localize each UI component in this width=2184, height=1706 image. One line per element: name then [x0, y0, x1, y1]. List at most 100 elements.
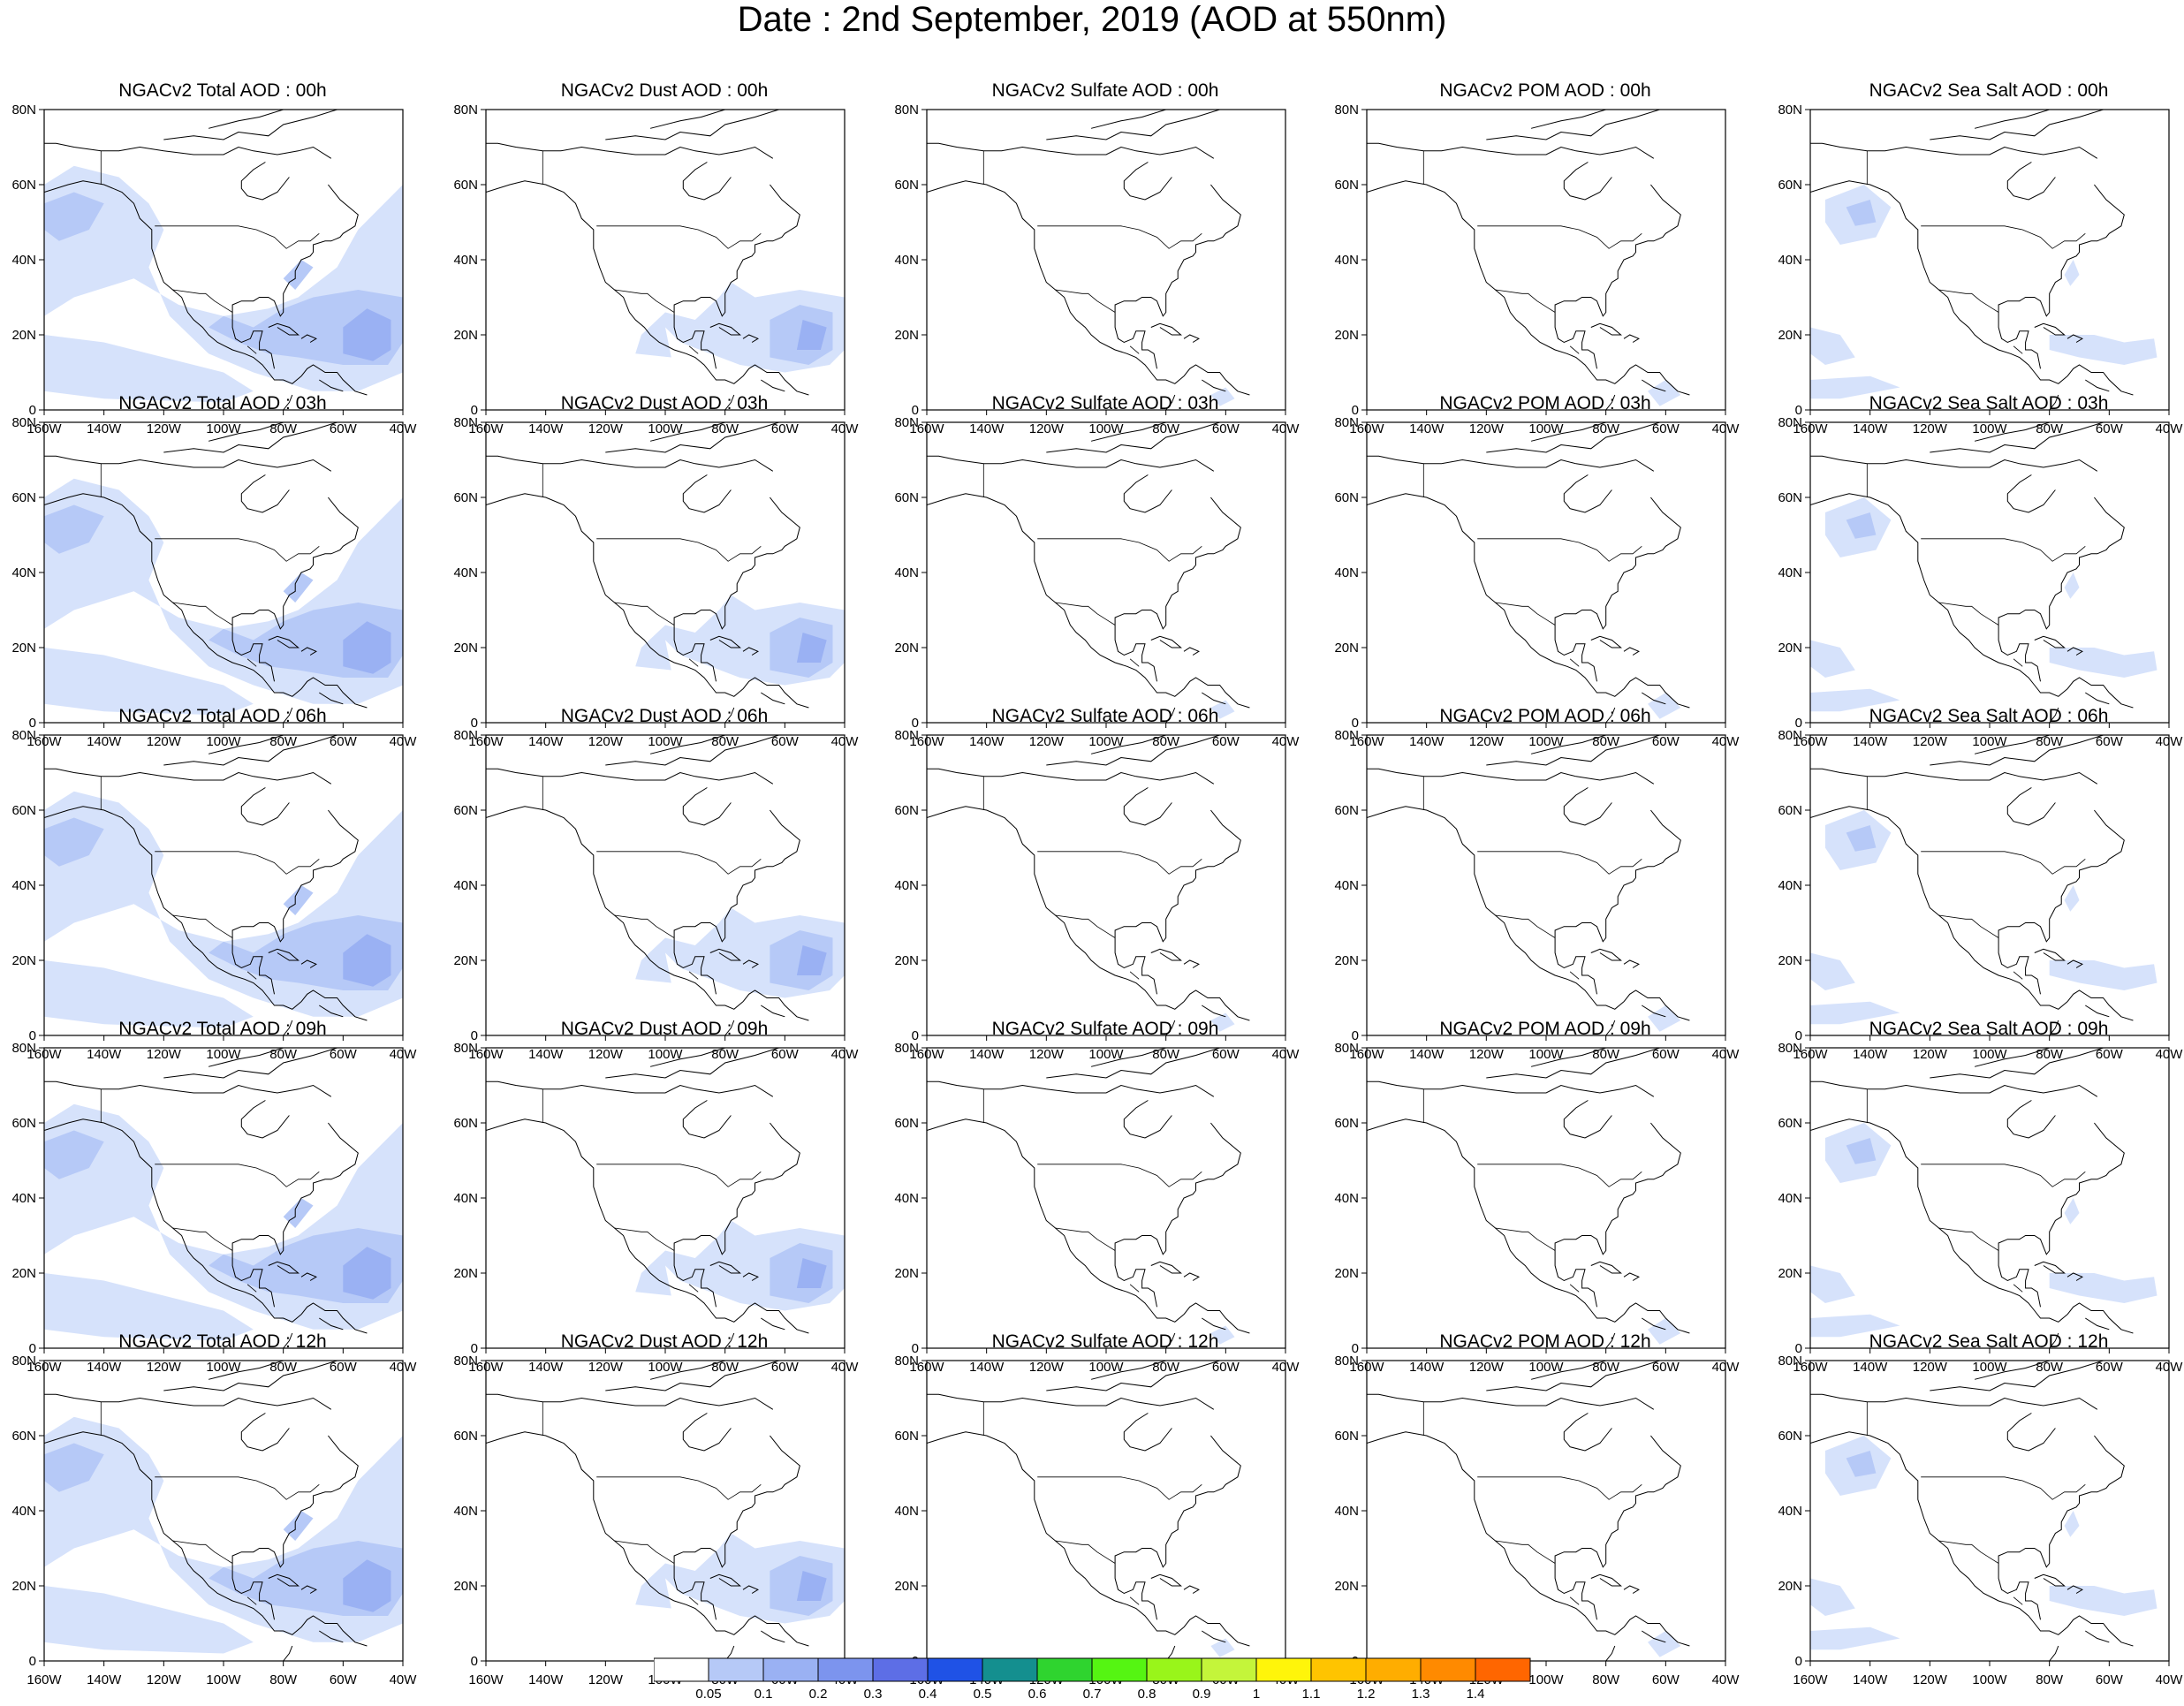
country-border	[614, 602, 675, 626]
coastline	[2085, 1630, 2110, 1643]
coastline	[1114, 1435, 1241, 1568]
coastline	[927, 1118, 1185, 1323]
x-tick-label: 80W	[2036, 1047, 2064, 1062]
aod-contour	[283, 1511, 314, 1541]
y-tick-label: 80N	[11, 1041, 36, 1056]
y-tick-label: 80N	[11, 728, 36, 743]
y-tick-label: 40N	[453, 253, 478, 268]
panel-title: NGACv2 Sulfate AOD : 12h	[991, 1331, 1219, 1352]
country-border	[1938, 914, 1999, 938]
x-tick-label: 100W	[1528, 1672, 1564, 1687]
aod-field	[486, 110, 845, 410]
x-tick-label: 100W	[648, 1047, 683, 1062]
country-border	[1129, 971, 1140, 980]
coastline	[1623, 1615, 1690, 1647]
colorbar-box	[1365, 1657, 1422, 1682]
colorbar-box	[762, 1657, 819, 1682]
y-tick-label: 80N	[894, 1353, 919, 1369]
coastline	[673, 184, 800, 317]
x-tick-label: 140W	[528, 1672, 564, 1687]
coastline	[1150, 1261, 1182, 1274]
y-tick-label: 20N	[894, 1266, 919, 1281]
country-border	[1477, 225, 1642, 249]
y-tick-label: 80N	[453, 102, 478, 118]
coastline	[163, 422, 337, 453]
country-border	[1921, 1164, 2086, 1187]
country-border	[1477, 851, 1642, 875]
coastline	[319, 692, 344, 705]
country-border	[2013, 658, 2023, 667]
x-tick-label: 80W	[1592, 1360, 1620, 1375]
country-border	[1938, 1227, 1999, 1251]
coastline	[1183, 989, 1250, 1021]
coastline	[231, 1250, 275, 1308]
country-border	[1569, 1596, 1580, 1605]
aod-contour	[1810, 640, 1855, 678]
country-border	[688, 1596, 699, 1605]
coastline	[1590, 635, 1622, 648]
y-tick-label: 40N	[453, 1191, 478, 1206]
coastline	[742, 647, 759, 656]
y-tick-label: 0	[1352, 1341, 1359, 1356]
map-panel-total-4: NGACv2 Total AOD : 12h 80N 60N 40N 20N 0 160W 1…	[2, 1331, 444, 1687]
coastline	[605, 110, 779, 140]
country-border	[2013, 345, 2023, 354]
y-tick-label: 80N	[1778, 728, 1802, 743]
aod-contour	[1810, 1001, 1900, 1025]
coastline	[486, 180, 744, 384]
country-border	[1495, 1540, 1556, 1564]
panel-title: NGACv2 Total AOD : 03h	[118, 393, 327, 413]
panel-title: NGACv2 Sea Salt AOD : 12h	[1869, 1331, 2109, 1352]
y-tick-label: 40N	[1778, 565, 1802, 580]
coastline	[163, 110, 337, 140]
y-tick-label: 60N	[11, 803, 36, 818]
y-tick-label: 20N	[894, 1579, 919, 1594]
coastline	[1998, 937, 2041, 995]
coastline	[682, 162, 732, 201]
coastline	[1202, 1630, 1226, 1643]
map-panel-total-1: NGACv2 Total AOD : 03h 80N 60N 40N 20N 0 160W 1…	[2, 392, 444, 749]
coastline	[605, 1361, 779, 1391]
country-border	[614, 289, 675, 313]
aod-field	[486, 735, 845, 1035]
coastline	[163, 1048, 337, 1079]
y-tick-label: 60N	[11, 178, 36, 193]
country-border	[1055, 914, 1116, 938]
coastline	[761, 692, 785, 705]
coastline	[1150, 1573, 1182, 1587]
coastline	[1810, 1118, 2068, 1323]
x-tick-label: 100W	[206, 421, 241, 436]
panel-title: NGACv2 Sulfate AOD : 06h	[991, 706, 1219, 726]
coastline	[486, 1080, 774, 1097]
coastline	[761, 1630, 785, 1643]
aod-contour	[1648, 1318, 1681, 1345]
coastline	[283, 1020, 293, 1035]
x-tick-label: 60W	[2096, 1360, 2124, 1375]
coastline	[1123, 787, 1172, 826]
country-border	[688, 345, 699, 354]
coastline	[231, 1435, 359, 1568]
coastline	[231, 1563, 275, 1620]
y-tick-label: 20N	[894, 953, 919, 968]
coastline	[1486, 110, 1660, 140]
coastline	[2034, 1573, 2066, 1587]
y-tick-label: 20N	[1778, 1266, 1802, 1281]
map-panel-pom-2: NGACv2 POM AOD : 06h 80N 60N 40N 20N 0 160W 140…	[1324, 705, 1766, 1062]
country-border	[1129, 345, 1140, 354]
colorbar-box	[1201, 1657, 1257, 1682]
map-panel-total-0: NGACv2 Total AOD : 00h 80N 60N 40N 20N 0 160W 1…	[2, 80, 444, 436]
country-border	[172, 914, 233, 938]
coastline	[283, 707, 293, 723]
aod-field	[1367, 1361, 1690, 1661]
x-tick-label: 80W	[1592, 1047, 1620, 1062]
aod-field	[927, 422, 1250, 723]
coastline	[724, 1020, 735, 1035]
y-tick-label: 0	[1795, 403, 1802, 418]
map-panel-seasalt-3: NGACv2 Sea Salt AOD : 09h 80N 60N 40N 20N 0 16…	[1768, 1018, 2184, 1375]
